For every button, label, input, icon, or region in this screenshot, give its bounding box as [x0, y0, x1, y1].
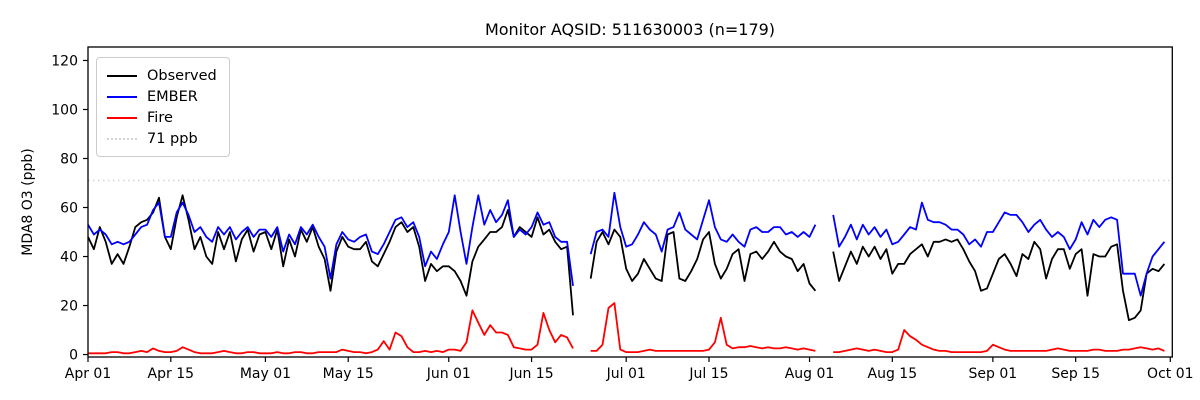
legend-item-fire: Fire — [107, 107, 217, 128]
x-tick-label: Aug 15 — [868, 366, 918, 382]
x-tick-label: Jul 15 — [688, 366, 728, 382]
x-tick-label: Jul 01 — [606, 366, 646, 382]
legend-label: 71 ppb — [147, 130, 198, 147]
legend-line-sample-icon — [107, 74, 137, 77]
legend-line-sample-icon — [107, 116, 137, 119]
series-line-observed — [87, 194, 1166, 322]
legend-label: Fire — [147, 109, 173, 126]
y-tick-label: 100 — [51, 102, 78, 118]
x-tick-label: May 01 — [240, 366, 291, 382]
legend-item-observed: Observed — [107, 65, 217, 86]
legend-item-71-ppb: 71 ppb — [107, 128, 217, 149]
y-tick-label: 120 — [51, 53, 78, 69]
x-tick-label: Jun 15 — [508, 366, 553, 382]
chart-title: Monitor AQSID: 511630003 (n=179) — [484, 20, 776, 39]
y-axis-label: MDA8 O3 (ppb) — [20, 148, 36, 256]
x-tick-label: Oct 01 — [1147, 366, 1193, 382]
y-tick-label: 20 — [60, 299, 78, 315]
legend-line-sample-icon — [107, 95, 137, 98]
series-line-fire — [88, 302, 1165, 355]
x-tick-label: May 15 — [323, 366, 374, 382]
legend-item-ember: EMBER — [107, 86, 217, 107]
series-line-ember — [87, 191, 1166, 297]
x-tick-label: Apr 01 — [65, 366, 111, 382]
legend: Observed EMBER Fire 71 ppb — [96, 57, 230, 157]
y-tick-label: 60 — [60, 201, 78, 217]
legend-label: EMBER — [147, 88, 198, 105]
x-tick-label: Apr 15 — [148, 366, 194, 382]
x-tick-label: Sep 15 — [1051, 366, 1100, 382]
x-tick-label: Jun 01 — [426, 366, 471, 382]
y-tick-label: 40 — [60, 250, 78, 266]
y-tick-label: 0 — [69, 348, 78, 364]
x-tick-label: Aug 01 — [785, 366, 835, 382]
x-tick-label: Sep 01 — [969, 366, 1018, 382]
axes-spines — [87, 46, 1173, 358]
legend-label: Observed — [147, 67, 217, 84]
legend-line-sample-icon — [107, 137, 137, 140]
y-tick-label: 80 — [60, 152, 78, 168]
